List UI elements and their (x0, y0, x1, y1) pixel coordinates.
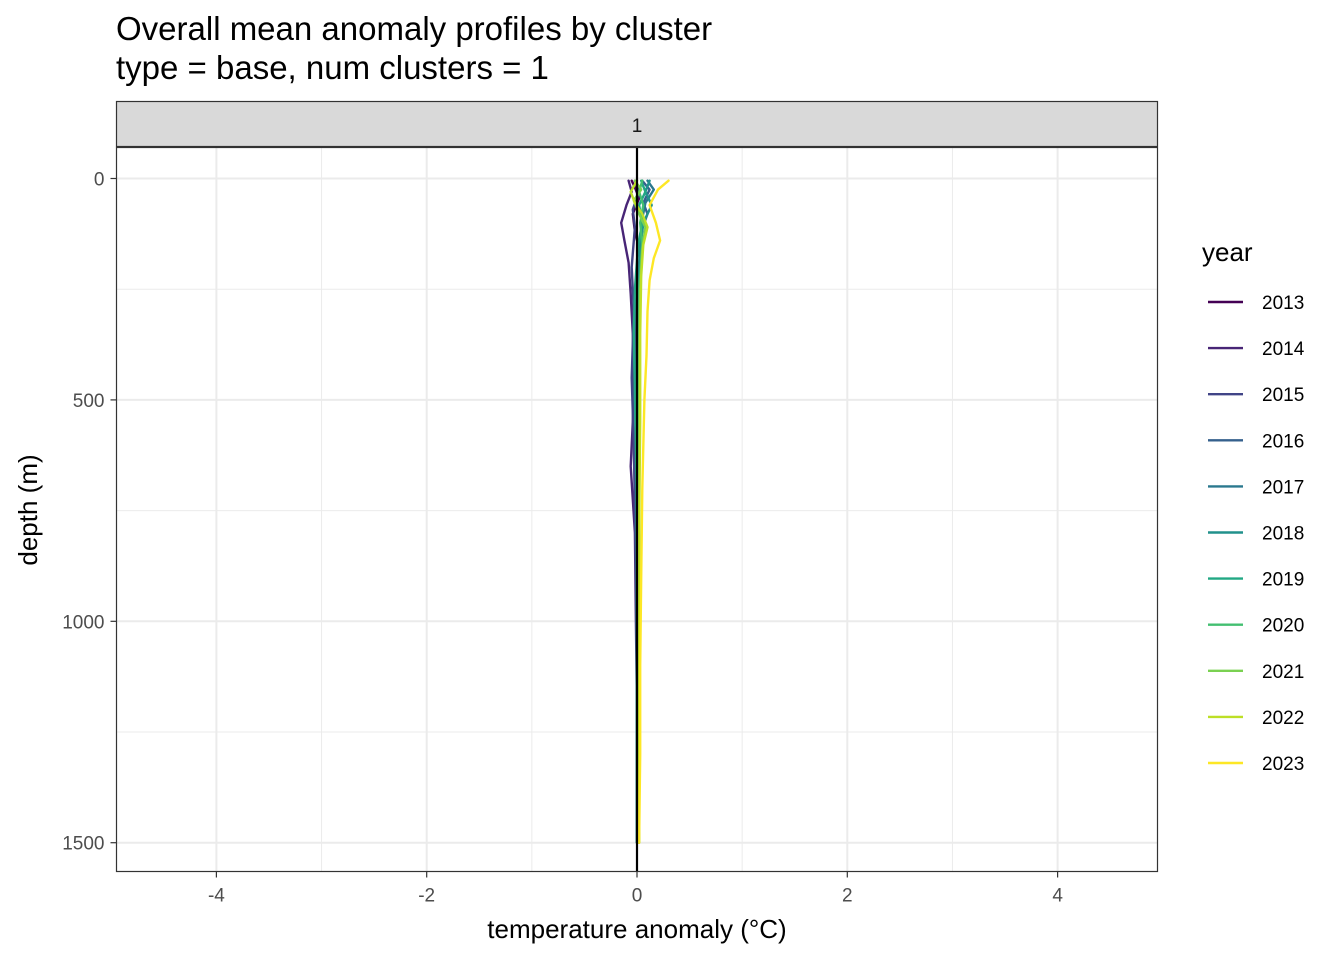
legend-label-2023: 2023 (1262, 754, 1304, 775)
x-axis: -4 -2 0 2 4 (208, 871, 1063, 907)
legend-label-2020: 2020 (1262, 616, 1304, 637)
x-axis-title: temperature anomaly (°C) (487, 914, 786, 944)
legend-label-2019: 2019 (1262, 570, 1304, 591)
legend-title: year (1202, 237, 1253, 267)
legend-label-2018: 2018 (1262, 524, 1304, 545)
legend-label-2021: 2021 (1262, 662, 1304, 683)
series-line-2022 (629, 179, 649, 844)
legend-label-2015: 2015 (1262, 385, 1304, 406)
legend-label-2013: 2013 (1262, 293, 1304, 314)
chart-subtitle: type = base, num clusters = 1 (116, 49, 549, 86)
x-tick-label: -4 (208, 886, 225, 907)
y-tick-label: 1500 (62, 834, 104, 855)
legend-label-2016: 2016 (1262, 431, 1304, 452)
facet-strip-label: 1 (632, 116, 643, 137)
y-axis-title: depth (m) (13, 454, 43, 565)
y-axis: 0 500 1000 1500 (62, 169, 117, 855)
legend-label-2017: 2017 (1262, 477, 1304, 498)
facet-strip (115, 100, 1159, 148)
series-line-2023 (637, 179, 670, 844)
x-tick-label: -2 (418, 886, 435, 907)
x-tick-label: 4 (1052, 886, 1063, 907)
y-tick-label: 1000 (62, 612, 104, 633)
x-tick-label: 2 (842, 886, 853, 907)
legend-label-2022: 2022 (1262, 708, 1304, 729)
legend: year 2013 2014 2015 2016 2017 2018 2019 2020 202… (1202, 237, 1305, 775)
chart-title: Overall mean anomaly profiles by cluster (116, 10, 712, 47)
legend-label-2014: 2014 (1262, 339, 1305, 360)
y-tick-label: 0 (94, 169, 105, 190)
x-tick-label: 0 (632, 886, 643, 907)
y-tick-label: 500 (73, 391, 105, 412)
